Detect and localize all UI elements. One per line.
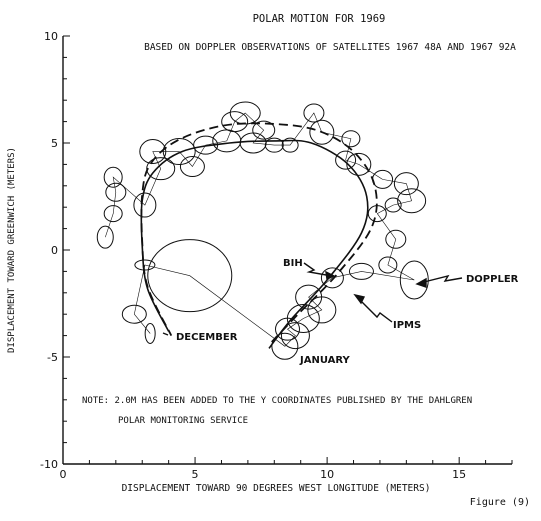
ipms-arrowhead xyxy=(353,293,366,305)
doppler-error-ellipse xyxy=(378,256,398,274)
annotation-ipms: IPMS xyxy=(393,320,421,331)
chart-title: POLAR MOTION FOR 1969 xyxy=(253,13,386,25)
x-tick-label: 5 xyxy=(192,468,199,481)
doppler-error-ellipse xyxy=(303,103,325,123)
annotation-january: JANUARY xyxy=(299,355,351,366)
doppler-error-ellipse xyxy=(393,172,419,196)
y-tick-label: 0 xyxy=(51,244,58,257)
y-tick-label: 5 xyxy=(51,137,58,150)
doppler-error-ellipse xyxy=(179,156,205,178)
x-axis-label: DISPLACEMENT TOWARD 90 DEGREES WEST LONG… xyxy=(122,483,431,494)
doppler-error-ellipse xyxy=(133,192,157,218)
doppler-error-ellipse xyxy=(271,332,299,360)
doppler-error-ellipse xyxy=(146,157,176,181)
doppler-error-ellipse xyxy=(384,197,402,213)
doppler-error-ellipse xyxy=(105,182,127,202)
x-tick-label: 0 xyxy=(60,468,67,481)
chart-subtitle: BASED ON DOPPLER OBSERVATIONS OF SATELLI… xyxy=(144,42,516,53)
doppler-error-ellipse xyxy=(147,239,233,313)
note-line-1: NOTE: 2.0M HAS BEEN ADDED TO THE Y COORD… xyxy=(82,396,472,406)
doppler-error-ellipse xyxy=(320,267,344,289)
annotation-december: DECEMBER xyxy=(176,332,238,343)
note-line-2: POLAR MONITORING SERVICE xyxy=(118,416,248,426)
x-tick-label: 10 xyxy=(320,468,334,481)
doppler-error-ellipse xyxy=(309,119,335,145)
doppler-error-ellipse xyxy=(346,152,372,176)
doppler-error-ellipse xyxy=(221,111,249,133)
annotation-doppler: DOPPLER xyxy=(466,274,519,285)
y-axis-label: DISPLACEMENT TOWARD GREENWICH (METERS) xyxy=(7,147,17,353)
bih-pointer xyxy=(303,262,333,277)
y-tick-label: -5 xyxy=(47,351,58,364)
doppler-arrowhead xyxy=(415,277,427,288)
ipms-curve xyxy=(140,122,378,343)
y-tick-label: 10 xyxy=(44,30,58,43)
doppler-error-ellipse xyxy=(348,262,374,280)
doppler-error-ellipse xyxy=(252,120,276,140)
doppler-path xyxy=(105,112,415,347)
doppler-error-ellipse xyxy=(96,225,114,249)
figure-label: Figure (9) xyxy=(470,497,530,508)
doppler-error-ellipse xyxy=(144,322,156,344)
doppler-error-ellipse xyxy=(397,188,427,214)
doppler-error-ellipse xyxy=(385,229,407,249)
december-pointer xyxy=(162,332,169,336)
doppler-error-ellipse xyxy=(399,260,429,300)
doppler-error-ellipse xyxy=(121,304,147,324)
doppler-error-ellipse xyxy=(103,205,123,223)
doppler-error-ellipse xyxy=(335,150,357,170)
doppler-error-ellipse xyxy=(341,130,361,148)
doppler-pointer xyxy=(419,274,463,284)
x-tick-label: 15 xyxy=(452,468,466,481)
doppler-error-ellipse xyxy=(307,296,337,324)
doppler-error-ellipse xyxy=(275,317,300,341)
doppler-error-ellipse xyxy=(103,166,123,188)
y-tick-label: -10 xyxy=(40,458,58,471)
annotation-bih: BIH xyxy=(283,258,303,269)
doppler-error-ellipse xyxy=(280,322,310,350)
ipms-pointer xyxy=(356,296,393,323)
bih-arrowhead xyxy=(325,270,336,281)
